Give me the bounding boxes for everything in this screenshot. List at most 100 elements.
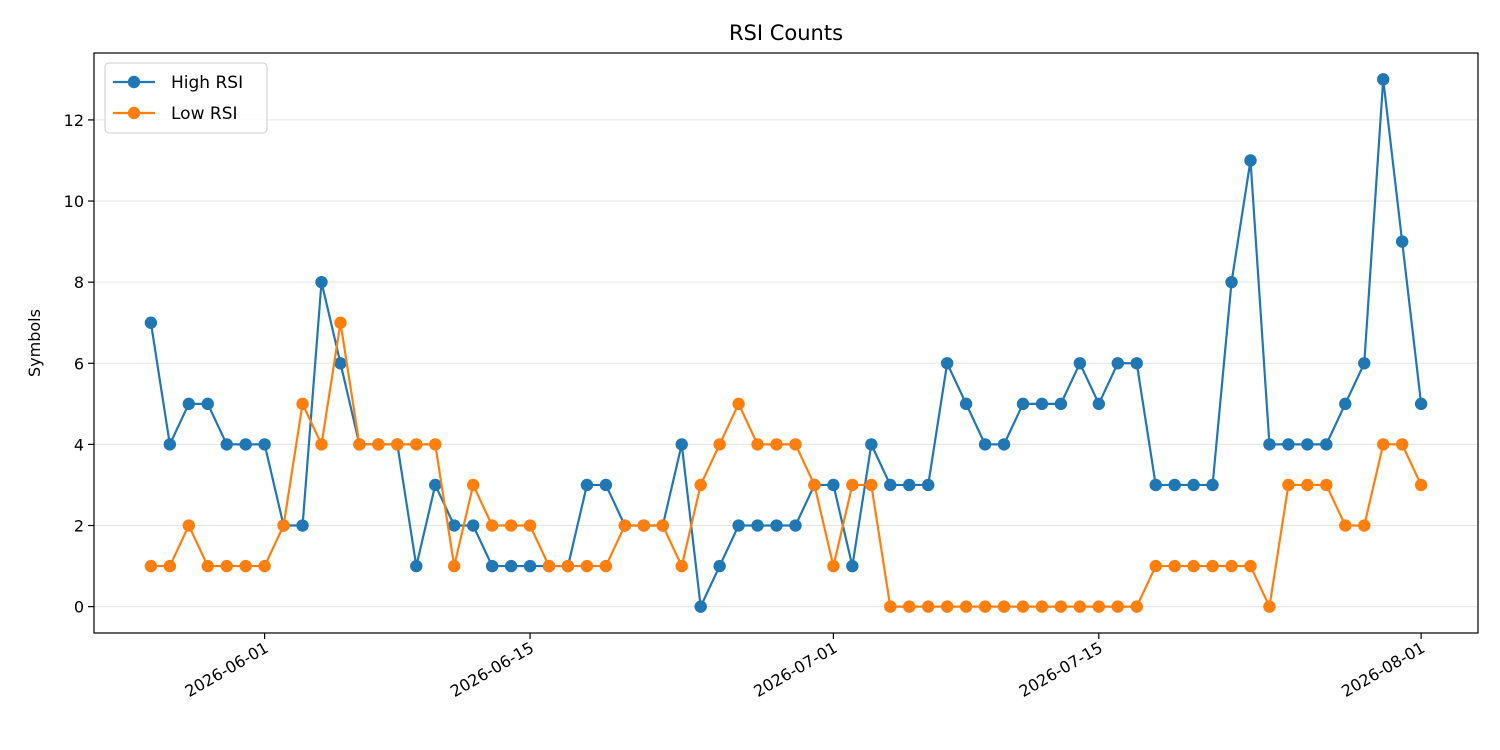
data-point-high-rsi bbox=[1339, 397, 1352, 411]
data-point-low-rsi bbox=[789, 438, 802, 451]
data-point-high-rsi bbox=[485, 559, 499, 573]
data-point-high-rsi bbox=[1168, 478, 1181, 492]
y-tick-label: 12 bbox=[64, 111, 84, 130]
data-point-low-rsi bbox=[1414, 478, 1428, 492]
data-point-low-rsi bbox=[1130, 600, 1143, 613]
data-point-low-rsi bbox=[978, 600, 992, 613]
data-point-low-rsi bbox=[144, 559, 158, 573]
data-point-high-rsi bbox=[1414, 397, 1428, 411]
data-point-low-rsi bbox=[277, 519, 290, 532]
data-point-low-rsi bbox=[1168, 559, 1181, 573]
legend-marker-high-rsi bbox=[127, 75, 141, 89]
data-point-low-rsi bbox=[315, 438, 328, 451]
data-point-low-rsi bbox=[1301, 478, 1314, 492]
data-point-low-rsi bbox=[903, 600, 916, 613]
data-point-high-rsi bbox=[713, 559, 726, 573]
data-point-high-rsi bbox=[1130, 357, 1143, 370]
y-tick-label: 8 bbox=[74, 273, 84, 292]
data-point-high-rsi bbox=[182, 397, 195, 411]
data-point-low-rsi bbox=[884, 600, 897, 613]
data-point-low-rsi bbox=[713, 438, 726, 451]
data-point-high-rsi bbox=[1395, 235, 1409, 248]
data-point-high-rsi bbox=[940, 357, 954, 370]
data-point-low-rsi bbox=[997, 600, 1011, 613]
data-point-low-rsi bbox=[1282, 478, 1295, 492]
data-point-low-rsi bbox=[637, 519, 651, 532]
data-point-high-rsi bbox=[959, 397, 973, 411]
data-point-low-rsi bbox=[751, 438, 764, 451]
data-point-high-rsi bbox=[599, 478, 613, 492]
data-point-low-rsi bbox=[220, 559, 233, 573]
data-point-low-rsi bbox=[1092, 600, 1106, 613]
legend-marker-low-rsi bbox=[127, 106, 141, 120]
data-point-low-rsi bbox=[1244, 559, 1257, 573]
data-point-high-rsi bbox=[1187, 478, 1200, 492]
legend: High RSI Low RSI bbox=[104, 62, 268, 134]
data-point-low-rsi bbox=[599, 559, 613, 573]
data-point-low-rsi bbox=[1395, 438, 1409, 451]
data-point-low-rsi bbox=[1225, 559, 1238, 573]
data-point-low-rsi bbox=[656, 519, 669, 532]
chart-title: RSI Counts bbox=[729, 21, 843, 45]
data-point-high-rsi bbox=[827, 478, 840, 492]
data-point-high-rsi bbox=[504, 559, 518, 573]
data-point-high-rsi bbox=[865, 438, 878, 451]
data-point-low-rsi bbox=[182, 519, 195, 532]
data-point-low-rsi bbox=[163, 559, 177, 573]
data-point-low-rsi bbox=[1339, 519, 1352, 532]
y-tick-label: 10 bbox=[64, 192, 84, 211]
data-point-low-rsi bbox=[353, 438, 366, 451]
data-point-high-rsi bbox=[1244, 154, 1257, 167]
data-point-low-rsi bbox=[485, 519, 499, 532]
data-point-low-rsi bbox=[770, 438, 783, 451]
data-point-high-rsi bbox=[921, 478, 935, 492]
data-point-high-rsi bbox=[334, 357, 347, 370]
data-point-high-rsi bbox=[997, 438, 1011, 451]
data-point-low-rsi bbox=[1035, 600, 1049, 613]
data-point-low-rsi bbox=[959, 600, 973, 613]
data-point-low-rsi bbox=[448, 559, 461, 573]
data-point-low-rsi bbox=[808, 478, 821, 492]
data-point-high-rsi bbox=[675, 438, 688, 451]
data-point-low-rsi bbox=[827, 559, 840, 573]
data-point-high-rsi bbox=[220, 438, 233, 451]
data-point-high-rsi bbox=[884, 478, 897, 492]
data-point-high-rsi bbox=[239, 438, 252, 451]
data-point-low-rsi bbox=[1054, 600, 1068, 613]
data-point-low-rsi bbox=[239, 559, 252, 573]
data-point-high-rsi bbox=[1149, 478, 1162, 492]
y-tick-label: 0 bbox=[74, 598, 84, 617]
data-point-low-rsi bbox=[504, 519, 518, 532]
data-point-high-rsi bbox=[1301, 438, 1314, 451]
data-point-low-rsi bbox=[1320, 478, 1333, 492]
data-point-high-rsi bbox=[751, 519, 764, 532]
data-point-low-rsi bbox=[466, 478, 480, 492]
data-point-high-rsi bbox=[1035, 397, 1049, 411]
data-point-high-rsi bbox=[732, 519, 745, 532]
data-point-high-rsi bbox=[1282, 438, 1295, 451]
y-tick-label: 2 bbox=[74, 517, 84, 536]
data-point-low-rsi bbox=[258, 559, 271, 573]
data-point-low-rsi bbox=[1358, 519, 1371, 532]
data-point-high-rsi bbox=[410, 559, 423, 573]
data-point-low-rsi bbox=[1111, 600, 1124, 613]
data-point-high-rsi bbox=[258, 438, 271, 451]
y-axis-label: Symbols bbox=[25, 309, 44, 377]
data-point-low-rsi bbox=[1377, 438, 1390, 451]
data-point-high-rsi bbox=[163, 438, 177, 451]
data-point-low-rsi bbox=[675, 559, 688, 573]
data-point-high-rsi bbox=[789, 519, 802, 532]
legend-label-high-rsi: High RSI bbox=[171, 73, 243, 93]
data-point-high-rsi bbox=[1054, 397, 1068, 411]
data-point-low-rsi bbox=[1016, 600, 1030, 613]
data-point-low-rsi bbox=[732, 397, 745, 411]
y-tick-label: 4 bbox=[74, 435, 84, 454]
data-point-low-rsi bbox=[561, 559, 575, 573]
data-point-high-rsi bbox=[201, 397, 214, 411]
data-point-high-rsi bbox=[1263, 438, 1276, 451]
y-axis: 0 2 4 6 8 10 12 bbox=[64, 111, 94, 617]
data-point-low-rsi bbox=[1149, 559, 1162, 573]
data-point-high-rsi bbox=[429, 478, 442, 492]
legend-label-low-rsi: Low RSI bbox=[171, 104, 238, 124]
data-point-low-rsi bbox=[391, 438, 404, 451]
